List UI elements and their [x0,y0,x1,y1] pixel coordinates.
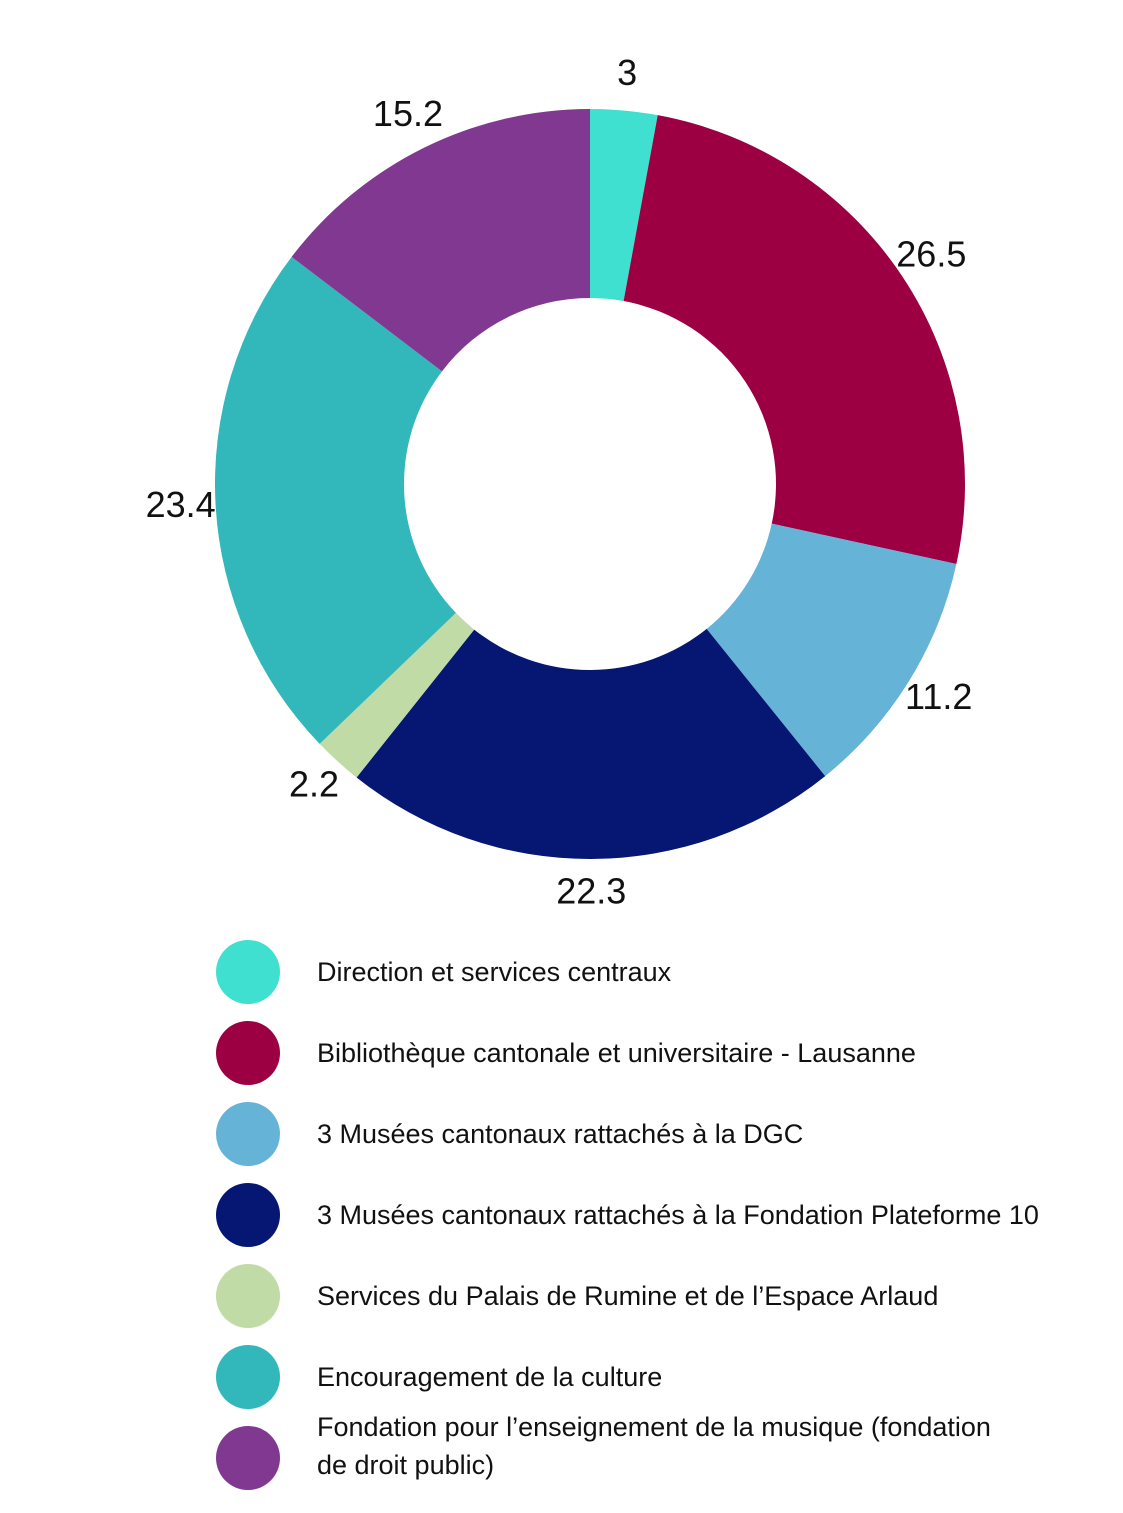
legend-item-4: Services du Palais de Rumine et de l’Esp… [216,1264,1106,1328]
legend-item-1: Bibliothèque cantonale et universitaire … [216,1021,1106,1085]
data-label-0: 3 [617,52,637,93]
legend-swatch-3 [216,1183,280,1247]
legend-swatch-2 [216,1102,280,1166]
data-label-5: 23.4 [146,484,216,525]
legend-item-6: Fondation pour l’enseignement de la musi… [216,1412,1106,1490]
chart-legend: Direction et services centraux Bibliothèq… [216,940,1106,1507]
legend-label-6: Fondation pour l’enseignement de la musi… [317,1412,991,1480]
legend-swatch-0 [216,940,280,1004]
legend-label-3: 3 Musées cantonaux rattachés à la Fondat… [317,1200,1039,1230]
legend-item-2: 3 Musées cantonaux rattachés à la DGC [216,1102,1106,1166]
legend-item-5: Encouragement de la culture [216,1345,1106,1409]
donut-slice-1 [623,115,966,564]
legend-label-5: Encouragement de la culture [317,1362,663,1392]
data-label-4: 2.2 [289,764,339,805]
donut-slice-3 [356,628,826,859]
legend-swatch-1 [216,1021,280,1085]
donut-data-labels: 3 26.5 11.2 22.3 2.2 23.4 15.2 [146,52,973,911]
legend-label-4: Services du Palais de Rumine et de l’Esp… [317,1281,939,1311]
data-label-3: 22.3 [556,871,626,912]
legend-swatch-4 [216,1264,280,1328]
legend-swatch-5 [216,1345,280,1409]
donut-slice-0 [590,109,658,302]
donut-slice-6 [291,108,590,372]
donut-slice-5 [215,256,456,744]
legend-label-0: Direction et services centraux [317,957,672,987]
donut-slices [215,108,966,859]
legend-swatch-6 [216,1426,280,1490]
donut-slice-4 [319,612,475,778]
legend-label-1: Bibliothèque cantonale et universitaire … [317,1038,916,1068]
data-label-2: 11.2 [905,676,972,717]
data-label-1: 26.5 [896,233,966,274]
donut-chart: 3 26.5 11.2 22.3 2.2 23.4 15.2 [146,52,973,911]
legend-label-2: 3 Musées cantonaux rattachés à la DGC [317,1119,804,1149]
legend-item-3: 3 Musées cantonaux rattachés à la Fondat… [216,1183,1106,1247]
legend-item-0: Direction et services centraux [216,940,1106,1004]
data-label-6: 15.2 [373,93,443,134]
donut-slice-2 [706,523,957,777]
